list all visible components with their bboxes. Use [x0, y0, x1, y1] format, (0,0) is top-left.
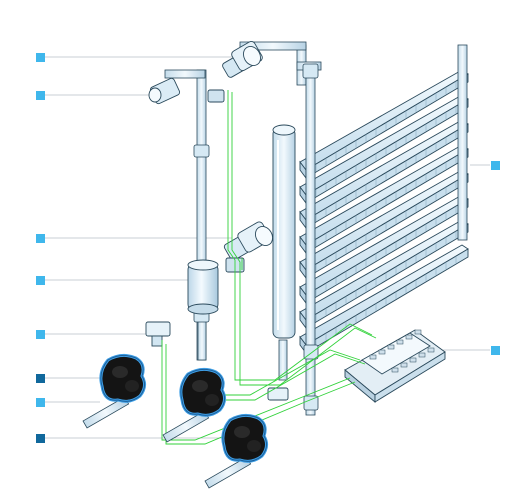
terminal-block [405, 334, 413, 340]
tank-callout [35, 275, 45, 285]
terminal-block [369, 354, 377, 360]
temperature-sensor-icon [145, 321, 289, 401]
radiator-fin [299, 119, 469, 230]
radiator-callout [490, 160, 500, 170]
terminal-block [396, 339, 404, 345]
top-loop-horizontal [239, 41, 307, 51]
actuator-group [82, 353, 269, 489]
radiator-fin [299, 69, 469, 180]
upper-valve-callout [35, 52, 45, 62]
wire [205, 353, 366, 401]
terminal-block [400, 362, 408, 368]
terminal-block [427, 347, 435, 353]
top-branch-pipe [164, 69, 206, 79]
controller-module-icon [344, 329, 446, 403]
manifold-column [272, 124, 296, 339]
wire [205, 349, 361, 396]
actuator-callout-1 [35, 373, 45, 383]
lower-valve-callout [35, 233, 45, 243]
control-wiring [161, 90, 377, 445]
pipe-fitting [303, 395, 319, 411]
small-valve-icon [148, 77, 181, 105]
terminal-block [409, 357, 417, 363]
terminal-block [414, 329, 422, 335]
radiator-fin [299, 144, 469, 255]
radiator-fin [299, 169, 469, 280]
sensor-callout [35, 329, 45, 339]
terminal-block [418, 352, 426, 358]
pipe-fitting [193, 144, 210, 158]
radiator-header [457, 44, 468, 241]
actuator-pipe-callout [35, 397, 45, 407]
pipe-network [164, 41, 322, 416]
radiator-fin [299, 194, 469, 305]
thermal-actuator-icon [204, 413, 269, 489]
wire [227, 90, 373, 381]
terminal-block [378, 349, 386, 355]
leader-lines [44, 56, 490, 439]
wire [165, 344, 356, 445]
expansion-tank-icon [187, 259, 219, 315]
center-riser-pipe [278, 339, 288, 381]
thermal-actuator-icon [162, 367, 227, 443]
radiator-icon [299, 44, 469, 355]
terminal-block [387, 344, 395, 350]
sensor-drop-pipe [197, 319, 207, 361]
pipe-fitting [302, 63, 319, 79]
thermal-actuator-icon [82, 353, 147, 429]
wire [161, 340, 351, 441]
upper-valve-icon [207, 40, 263, 103]
controller-callout [490, 345, 500, 355]
controller-terminals [369, 329, 435, 373]
lower-valve-icon [223, 221, 273, 273]
small-valve-callout [35, 90, 45, 100]
actuator-callout-2 [35, 433, 45, 443]
radiator-fin [299, 94, 469, 205]
terminal-block [391, 367, 399, 373]
wire [231, 92, 377, 386]
